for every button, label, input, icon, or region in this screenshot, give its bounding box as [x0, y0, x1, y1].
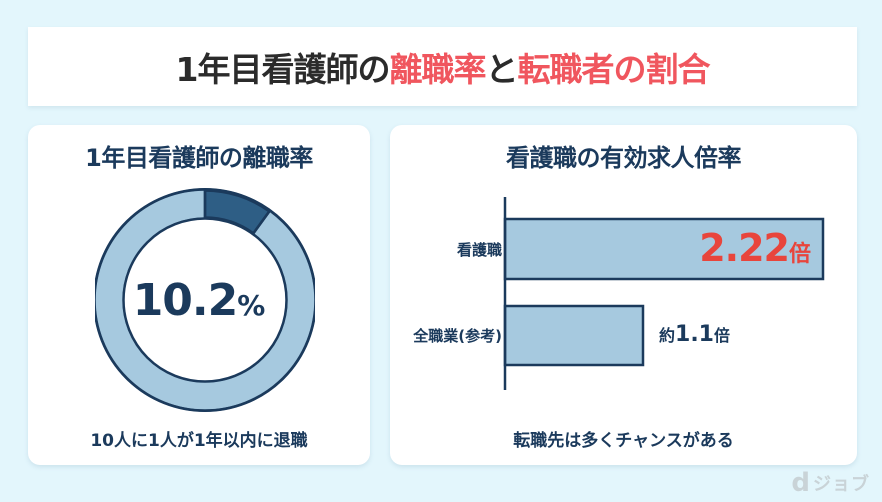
donut-svg [93, 188, 317, 412]
turnover-value: 10.2 [132, 275, 239, 326]
turnover-caption: 10人に1人が1年以内に退職 [90, 431, 308, 451]
all-ratio-unit: 倍 [714, 326, 731, 345]
ratio-bar-chart [503, 197, 825, 390]
title-highlight-turnover: 離職率 [389, 49, 486, 89]
nursing-ratio-number: 2.22 [699, 226, 790, 270]
bar-all-occupations [503, 304, 645, 367]
percent-unit: % [237, 289, 266, 322]
brand-logo-icon: d [791, 468, 810, 498]
turnover-card-title: 1年目看護師の離職率 [85, 144, 313, 172]
all-ratio-prefix: 約 [659, 326, 676, 345]
title-part-3: と [485, 49, 518, 89]
title-part-1: 1年目看護師の [175, 49, 391, 89]
all-ratio-number: 1.1 [675, 322, 714, 347]
title-highlight-job-change: 転職者の割合 [517, 49, 710, 89]
title-banner: 1年目看護師の離職率と転職者の割合 [28, 27, 857, 106]
ratio-caption: 転職先は多くチャンスがある [513, 431, 734, 451]
ratio-card-title: 看護職の有効求人倍率 [506, 144, 742, 172]
category-label-all: 全職業(参考) [413, 327, 502, 345]
turnover-rate-card: 1年目看護師の離職率 10.2% 10人に1人が1年以内に退職 [28, 125, 370, 465]
brand-watermark: d ジョブ [791, 470, 870, 496]
category-label-nursing: 看護職 [456, 241, 502, 259]
value-label-nursing: 2.22倍 [699, 226, 811, 270]
job-opening-ratio-card: 看護職の有効求人倍率 看護職 全職業(参考) 2.22倍 約1.1倍 転職先は多… [390, 125, 857, 465]
turnover-donut-chart [93, 185, 317, 415]
donut-center-value: 10.2% [28, 275, 370, 326]
nursing-ratio-unit: 倍 [788, 242, 811, 267]
bar-nursing [503, 217, 825, 281]
brand-name: ジョブ [813, 474, 870, 495]
value-label-all: 約1.1倍 [659, 322, 730, 347]
page-title: 1年目看護師の離職率と転職者の割合 [175, 43, 711, 91]
